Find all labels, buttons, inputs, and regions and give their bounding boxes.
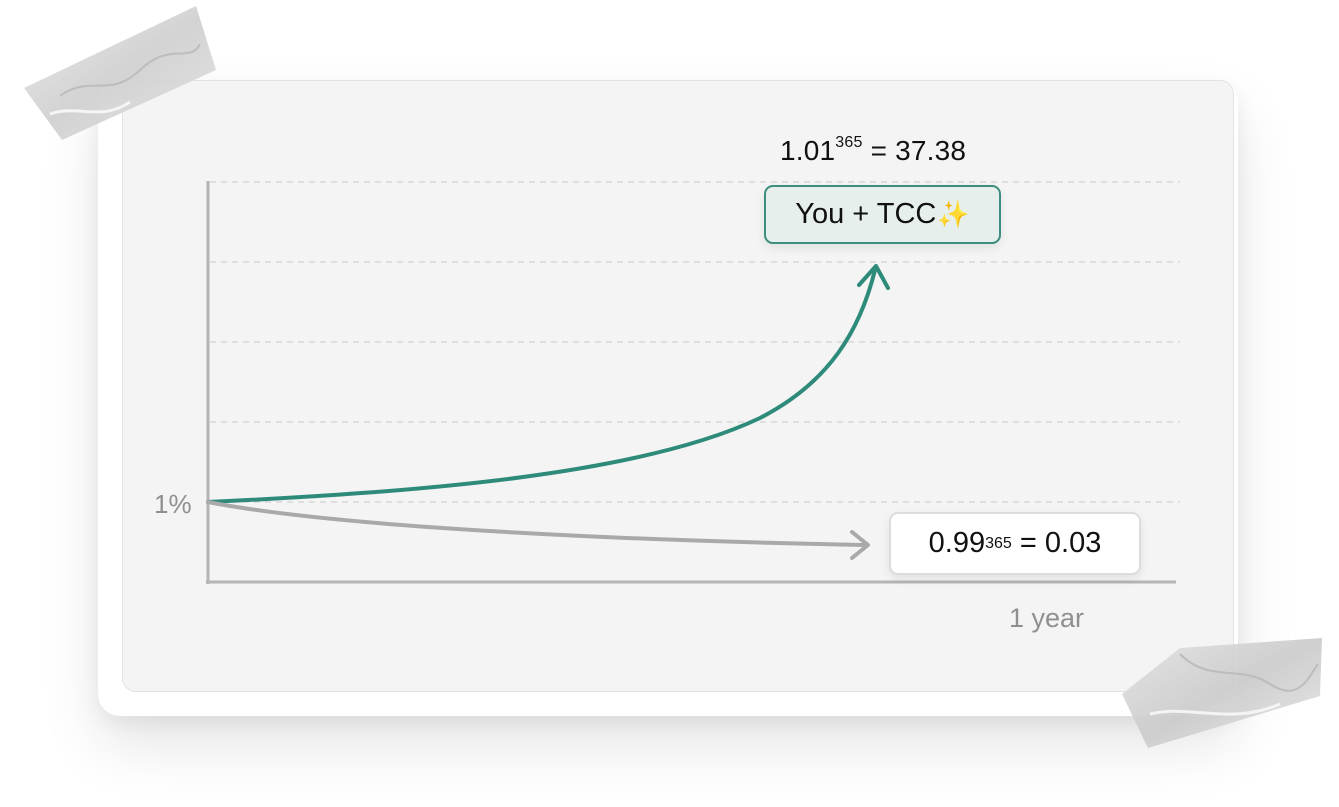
tape-top-left <box>24 6 216 140</box>
highlight-label-box: You + TCC ✨ <box>764 185 1001 244</box>
top-equation-base: 1.01 <box>780 135 836 166</box>
bottom-equation-box: 0.99 365 = 0.03 <box>889 512 1141 575</box>
highlight-label-text: You + TCC <box>795 198 937 230</box>
bottom-equation-base: 0.99 <box>928 527 986 559</box>
bottom-equation-exponent: 365 <box>985 534 1012 552</box>
growth-arrowhead <box>857 264 890 290</box>
y-axis-label: 1% <box>154 489 192 519</box>
top-equation-result: = 37.38 <box>870 135 967 166</box>
tape-bottom-right <box>1122 638 1322 748</box>
top-equation-exponent: 365 <box>835 134 863 151</box>
growth-curve <box>206 268 877 504</box>
x-axis-label: 1 year <box>1009 603 1085 633</box>
sparkles-icon: ✨ <box>937 199 970 229</box>
decline-arrowhead <box>850 530 870 560</box>
bottom-equation-result: = 0.03 <box>1019 527 1102 559</box>
top-equation: 1.01365 = 37.38 <box>780 134 966 167</box>
decline-curve <box>206 500 868 547</box>
